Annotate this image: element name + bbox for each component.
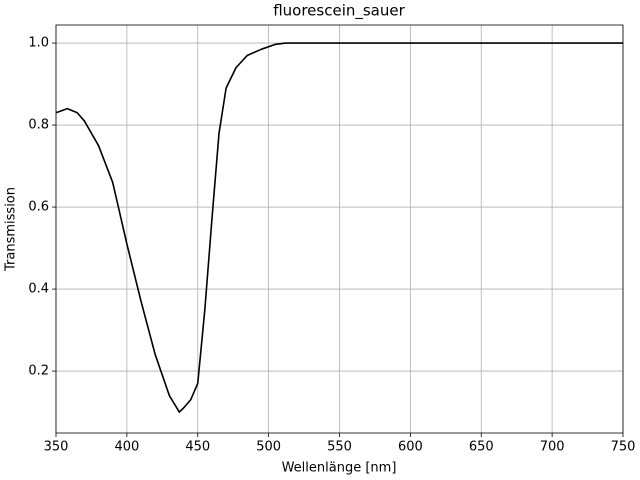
x-tick-label: 400 <box>114 440 139 455</box>
y-tick-label: 0.8 <box>28 118 49 133</box>
x-tick-label: 700 <box>540 440 565 455</box>
x-tick-label: 500 <box>256 440 281 455</box>
x-tick-label: 750 <box>611 440 636 455</box>
x-tick-label: 350 <box>44 440 69 455</box>
x-tick-label: 550 <box>327 440 352 455</box>
x-axis-label: Wellenlänge [nm] <box>282 461 397 476</box>
y-axis-label: Transmission <box>4 187 19 272</box>
chart-title: fluorescein_sauer <box>273 2 405 21</box>
x-tick-label: 650 <box>469 440 494 455</box>
x-tick-label: 600 <box>398 440 423 455</box>
plot-frame <box>55 24 624 434</box>
y-tick-label: 0.6 <box>28 200 49 215</box>
y-tick-label: 0.4 <box>28 282 49 297</box>
y-tick-label: 0.2 <box>28 364 49 379</box>
x-tick-label: 450 <box>185 440 210 455</box>
y-tick-label: 1.0 <box>28 36 49 51</box>
line <box>55 42 623 413</box>
